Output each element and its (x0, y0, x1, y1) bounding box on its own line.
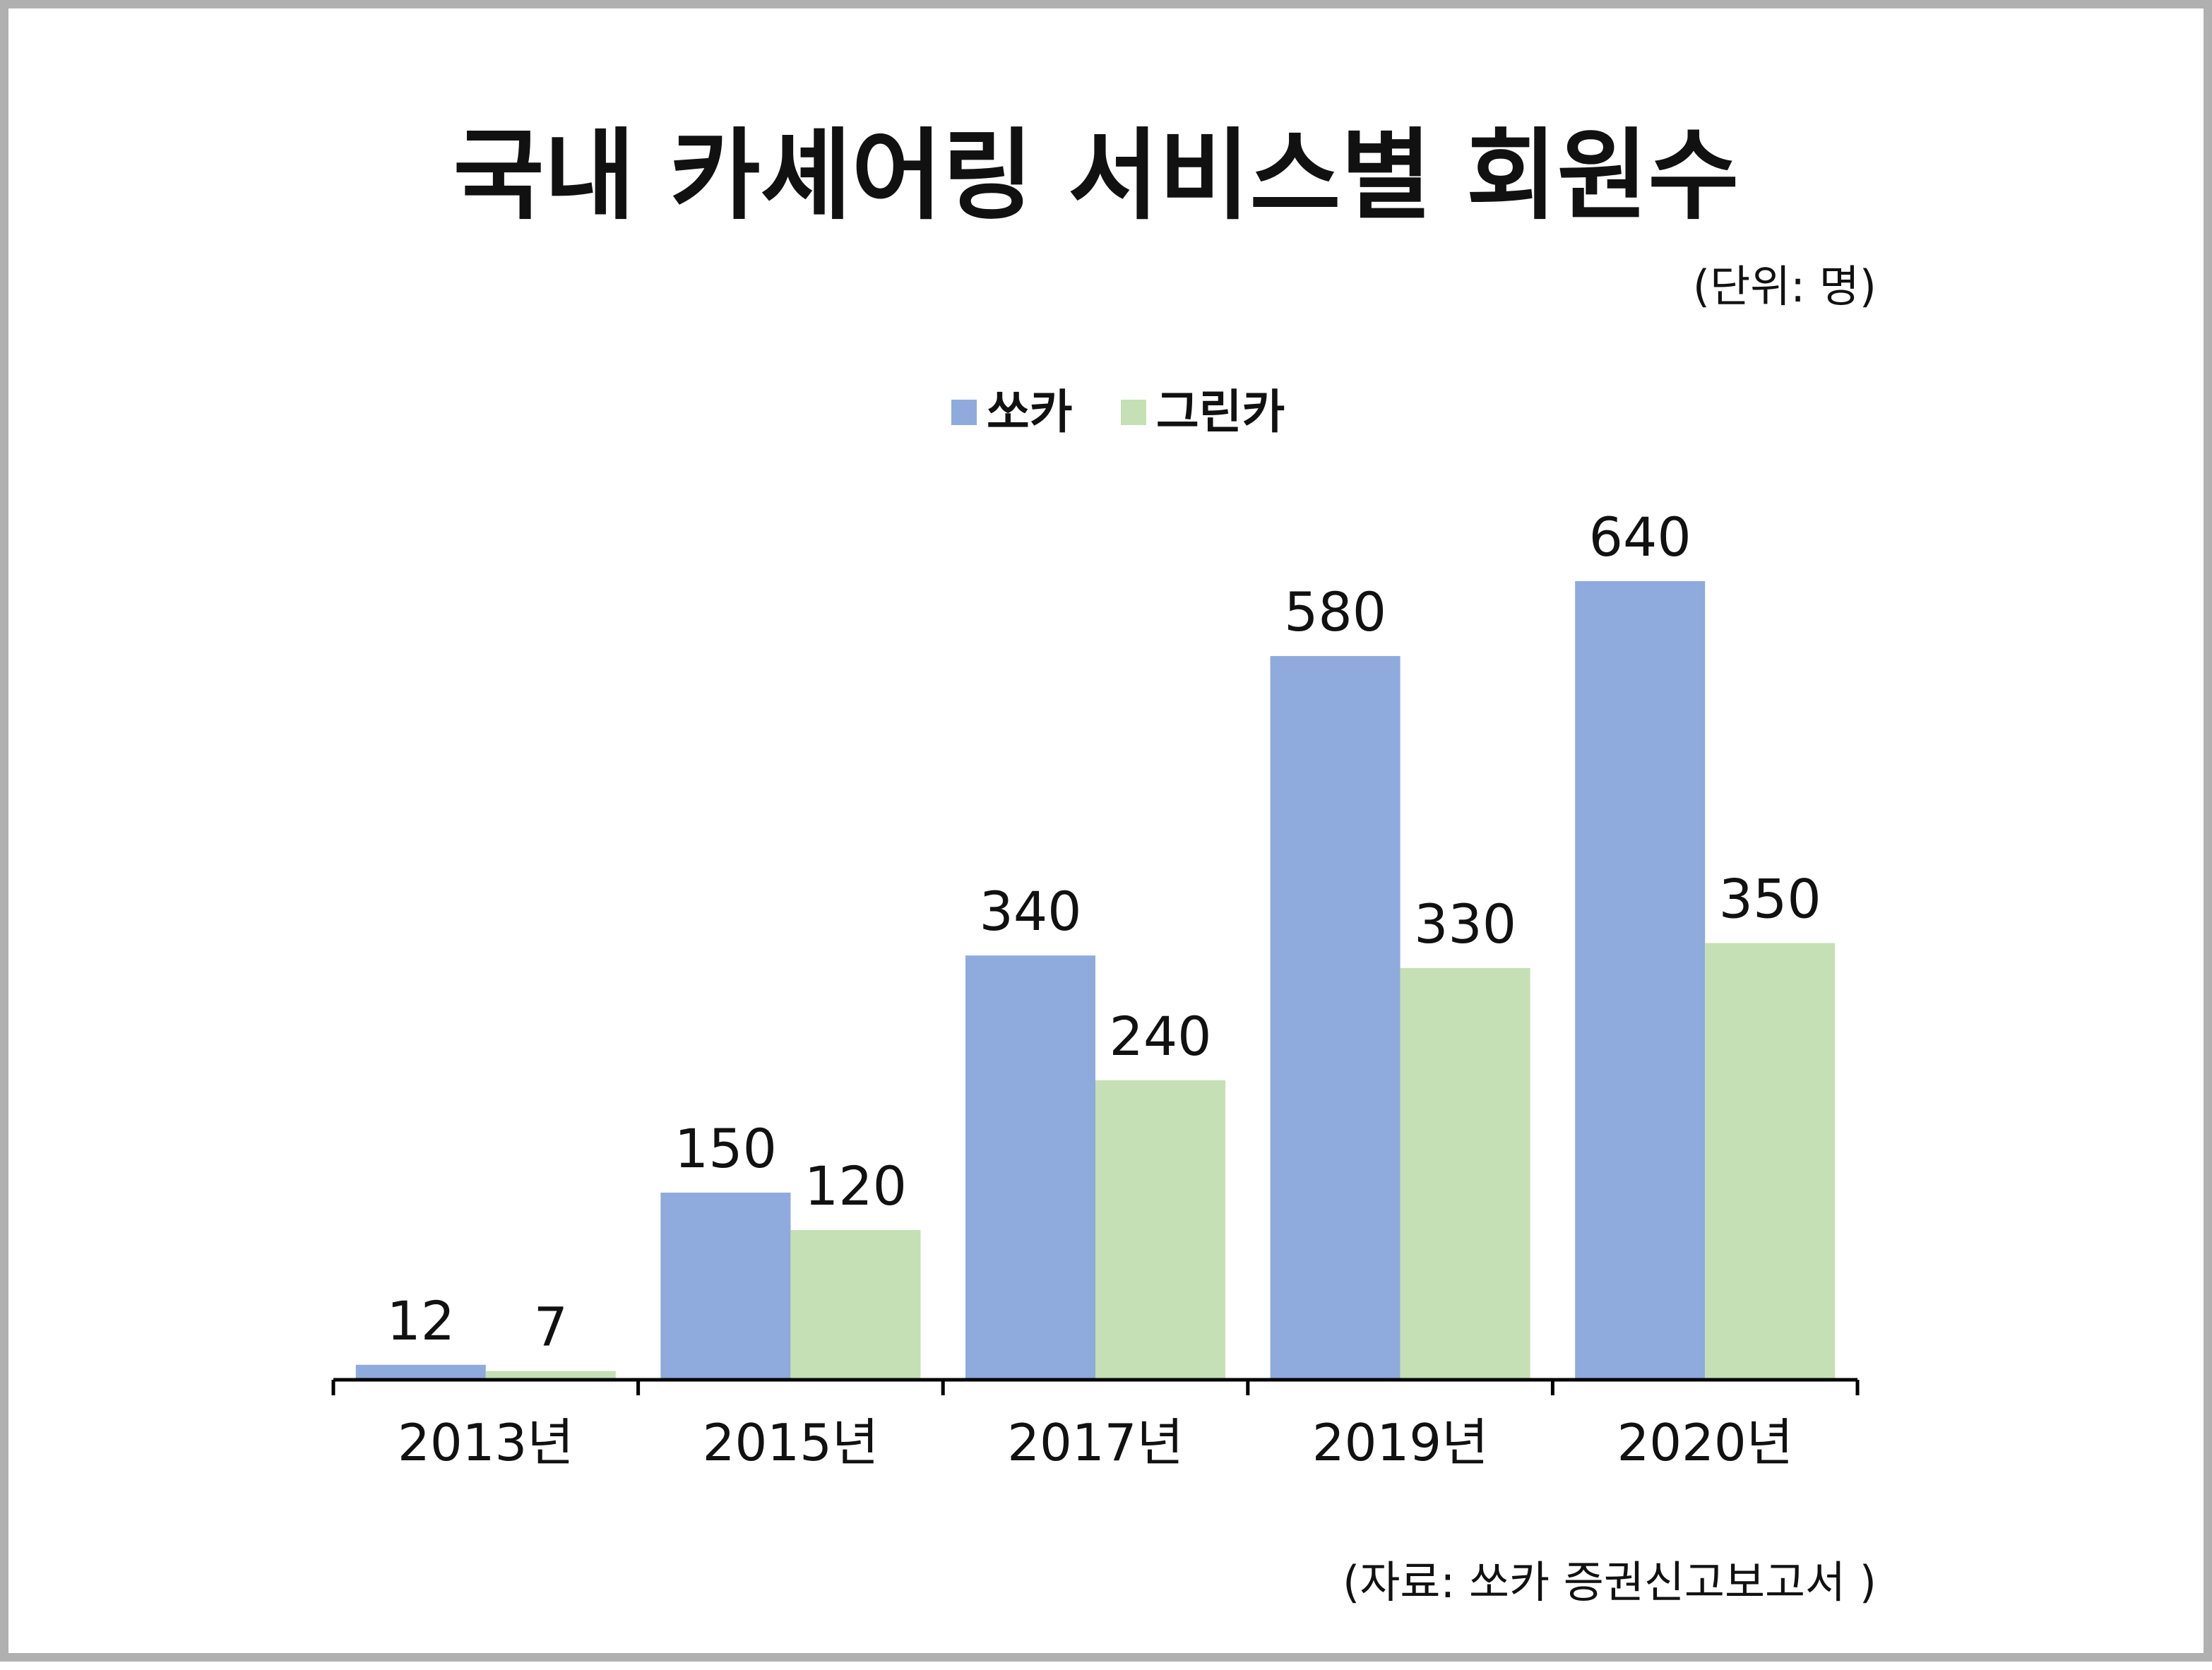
data-label-greencar-2017년: 240 (1109, 1005, 1211, 1068)
bar-greencar-2020년 (1705, 943, 1836, 1380)
data-label-socar-2017년: 340 (979, 880, 1081, 943)
data-label-greencar-2020년: 350 (1719, 868, 1821, 931)
legend-swatch-greencar (1121, 400, 1146, 425)
x-tick-label-2015년: 2015년 (703, 1413, 879, 1472)
x-tick-label-2017년: 2017년 (1007, 1413, 1183, 1472)
bar-greencar-2017년 (1095, 1080, 1225, 1380)
bar-greencar-2015년 (790, 1229, 921, 1380)
x-tick-label-2020년: 2020년 (1617, 1413, 1792, 1472)
data-label-socar-2013년: 12 (386, 1289, 455, 1352)
legend: 쏘카 그린카 (951, 385, 1285, 439)
bars (355, 581, 1836, 1380)
bar-greencar-2019년 (1400, 967, 1530, 1380)
legend-label-socar: 쏘카 (987, 385, 1072, 439)
data-label-greencar-2013년: 7 (534, 1296, 568, 1359)
bar-socar-2013년 (355, 1364, 486, 1380)
bar-greencar-2013년 (485, 1371, 616, 1380)
data-label-greencar-2015년: 120 (804, 1155, 907, 1217)
bar-socar-2020년 (1575, 581, 1706, 1380)
data-label-greencar-2019년: 330 (1414, 893, 1516, 955)
bar-chart: 국내 카셰어링 서비스별 회원수 (단위: 명) 쏘카 그린카 12 715012… (331, 119, 1877, 1608)
legend-label-greencar: 그린카 (1156, 385, 1285, 439)
x-tick-label-2019년: 2019년 (1312, 1413, 1488, 1472)
data-label-socar-2015년: 150 (674, 1117, 777, 1180)
bar-socar-2019년 (1270, 656, 1401, 1380)
legend-swatch-socar (951, 400, 977, 425)
unit-note: (단위: 명) (1693, 261, 1877, 312)
data-label-socar-2019년: 580 (1284, 580, 1386, 643)
data-labels: 12 7 150 120 340 240 580 330 640 350 (386, 506, 1821, 1359)
x-axis: 2013년 2015년 2017년 2019년 2020년 (331, 1378, 1860, 1472)
x-tick-label-2013년: 2013년 (398, 1413, 573, 1472)
bar-socar-2017년 (965, 955, 1095, 1380)
chart-title: 국내 카셰어링 서비스별 회원수 (453, 119, 1740, 234)
bar-socar-2015년 (660, 1192, 791, 1380)
source-note: (자료: 쏘카 증권신고보고서 ) (1343, 1556, 1877, 1608)
data-label-socar-2020년: 640 (1589, 506, 1691, 568)
